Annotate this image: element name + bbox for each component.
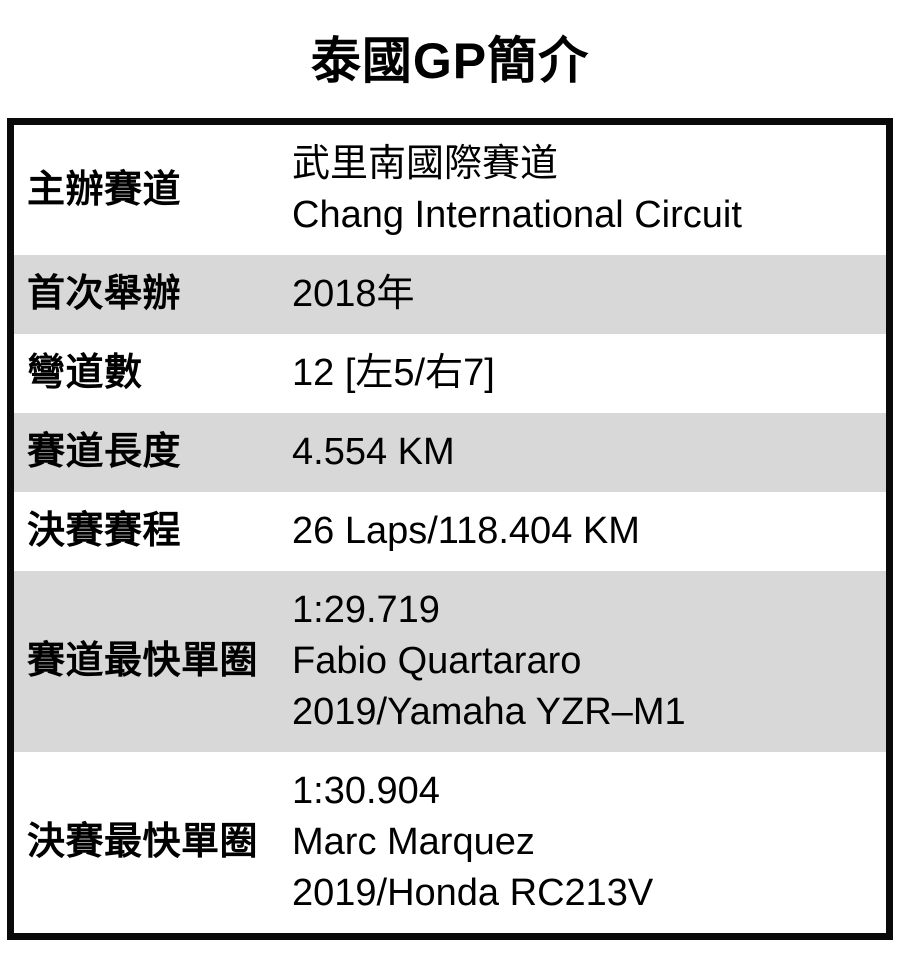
row-value: 武里南國際賽道 Chang International Circuit <box>292 143 742 236</box>
row-label: 彎道數 <box>27 352 143 394</box>
table-row: 賽道最快單圈 1:29.719 Fabio Quartararo 2019/Ya… <box>14 571 886 752</box>
table-row: 決賽最快單圈 1:30.904 Marc Marquez 2019/Honda … <box>14 752 886 933</box>
row-value: 2018年 <box>292 273 415 315</box>
table-row: 主辦賽道 武里南國際賽道 Chang International Circuit <box>14 125 886 255</box>
row-label: 賽道最快單圈 <box>27 640 259 682</box>
row-label: 決賽最快單圈 <box>27 821 259 863</box>
row-value: 12 [左5/右7] <box>292 352 495 394</box>
row-label: 賽道長度 <box>27 431 182 473</box>
page-title: 泰國GP簡介 <box>310 33 590 89</box>
table-row: 決賽賽程 26 Laps/118.404 KM <box>14 492 886 571</box>
gp-info-table: 主辦賽道 武里南國際賽道 Chang International Circuit… <box>7 118 893 940</box>
row-label: 決賽賽程 <box>27 510 182 552</box>
row-label: 主辦賽道 <box>27 168 182 211</box>
row-label: 首次舉辦 <box>27 273 182 315</box>
table-row: 彎道數 12 [左5/右7] <box>14 334 886 413</box>
table-row: 首次舉辦 2018年 <box>14 255 886 334</box>
row-value: 1:30.904 Marc Marquez 2019/Honda RC213V <box>292 770 654 914</box>
row-value: 26 Laps/118.404 KM <box>292 510 640 552</box>
row-value: 1:29.719 Fabio Quartararo 2019/Yamaha YZ… <box>292 589 686 733</box>
table-row: 賽道長度 4.554 KM <box>14 413 886 492</box>
row-value: 4.554 KM <box>292 431 455 473</box>
